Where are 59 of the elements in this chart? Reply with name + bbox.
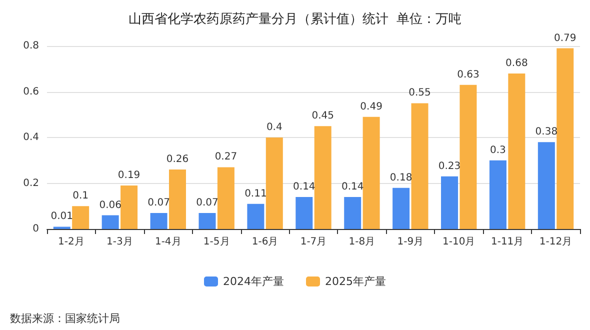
data-label: 0.68 <box>506 58 528 69</box>
data-label: 0.19 <box>118 170 140 182</box>
x-tick-label: 1-3月 <box>106 236 133 248</box>
data-label: 0.4 <box>266 122 282 133</box>
x-tick-label: 1-8月 <box>348 236 376 248</box>
bar <box>314 126 332 229</box>
x-tick-label: 1-9月 <box>397 236 424 248</box>
x-tick-label: 1-11月 <box>490 236 524 248</box>
bar <box>362 116 380 229</box>
x-tick-label: 1-4月 <box>154 236 182 248</box>
bar <box>538 142 555 229</box>
data-label: 0.27 <box>214 152 238 163</box>
source-note: 数据来源：国家统计局 <box>10 312 120 325</box>
data-label: 0.07 <box>148 197 170 208</box>
x-tick-label: 1-12月 <box>539 236 572 248</box>
bar <box>102 215 119 229</box>
data-label: 0.01 <box>50 211 74 222</box>
y-tick-label: 0.8 <box>23 40 39 52</box>
x-tick-label: 1-7月 <box>300 236 327 248</box>
data-label: 0.3 <box>490 144 506 156</box>
data-label: 0.1 <box>72 190 89 202</box>
data-label: 0.55 <box>408 88 431 99</box>
y-tick-label: 0 <box>32 224 39 234</box>
bar <box>508 73 526 229</box>
bar <box>296 196 313 229</box>
x-tick-label: 1-6月 <box>252 236 278 248</box>
bar <box>441 176 458 229</box>
bar <box>247 204 264 229</box>
x-tick-label: 1-10月 <box>442 236 476 248</box>
data-label: 0.63 <box>457 69 480 80</box>
data-label: 0.11 <box>244 188 267 200</box>
bar <box>489 160 506 229</box>
legend-label: 2025年产量 <box>325 275 386 288</box>
bar <box>460 84 477 229</box>
data-label: 0.07 <box>196 197 218 208</box>
bar <box>266 138 283 229</box>
data-label: 0.79 <box>554 32 576 44</box>
chart-title: 山西省化学农药原药产量分月（累计值）统计 单位：万吨 <box>128 12 462 27</box>
bar <box>217 167 234 229</box>
data-label: 0.45 <box>312 110 334 122</box>
bar <box>150 212 168 229</box>
bar <box>120 186 138 229</box>
legend-label: 2024年产量 <box>223 275 284 288</box>
bar <box>411 103 428 229</box>
data-label: 0.23 <box>438 160 461 172</box>
data-label: 0.49 <box>360 101 382 112</box>
y-tick-label: 0.2 <box>23 178 39 189</box>
bar <box>556 48 574 229</box>
x-tick-label: 1-2月 <box>58 236 84 248</box>
bar <box>72 206 90 229</box>
bar <box>344 196 362 229</box>
bar <box>392 188 410 229</box>
data-label: 0.18 <box>390 172 412 184</box>
bar <box>168 170 186 229</box>
y-tick-label: 0.4 <box>23 132 39 143</box>
y-tick-label: 0.6 <box>23 86 39 98</box>
x-tick-label: 1-5月 <box>203 236 230 248</box>
data-label: 0.26 <box>166 154 189 166</box>
bar <box>198 212 216 229</box>
